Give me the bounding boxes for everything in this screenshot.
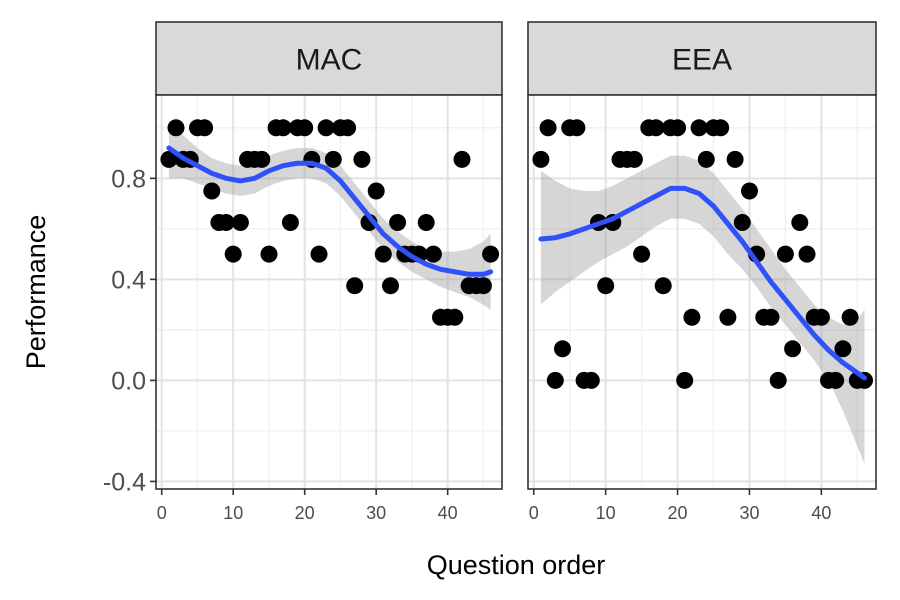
y-tick-label: 0.4 <box>111 266 146 294</box>
data-point <box>446 308 464 326</box>
x-tick-label: 10 <box>596 503 616 523</box>
facet-strip <box>155 21 503 96</box>
y-tick-label: 0.8 <box>111 165 146 193</box>
data-point <box>532 150 550 168</box>
data-point <box>733 214 751 231</box>
data-point <box>647 119 665 137</box>
panel-mac: MAC 0 10 20 30 40 <box>155 21 503 523</box>
data-point <box>597 277 615 295</box>
x-tick-label: 0 <box>157 503 167 523</box>
x-tick-label: 20 <box>295 503 315 523</box>
data-point <box>424 245 442 263</box>
data-point <box>374 245 392 263</box>
data-point <box>324 150 342 168</box>
data-point <box>296 119 314 137</box>
data-point <box>791 214 809 231</box>
y-tick-label: 0.0 <box>111 367 146 395</box>
data-point <box>217 214 235 231</box>
data-point <box>762 308 780 326</box>
x-tick-label: 20 <box>668 503 688 523</box>
data-point <box>453 150 471 168</box>
facet-strip-label: EEA <box>672 44 732 77</box>
data-point <box>417 214 435 231</box>
data-point <box>712 119 730 137</box>
confidence-ribbon <box>540 155 865 464</box>
data-point <box>690 119 708 137</box>
data-point <box>719 308 737 326</box>
data-point <box>741 182 758 200</box>
x-tick-label: 0 <box>529 503 539 523</box>
smooth-trend-line <box>538 185 867 381</box>
data-point <box>697 150 715 168</box>
data-point <box>346 277 364 295</box>
data-point <box>389 214 407 231</box>
data-point <box>203 182 221 200</box>
panel-eea: EEA 0 10 20 30 40 <box>527 21 877 523</box>
data-point <box>339 119 357 137</box>
data-point <box>367 182 385 200</box>
x-tick-label: 40 <box>811 503 831 523</box>
data-point <box>482 245 500 263</box>
data-point <box>654 277 672 295</box>
data-point <box>231 214 249 231</box>
y-axis-title: Performance <box>21 215 51 370</box>
x-tick-label: 30 <box>366 503 386 523</box>
smooth-trend-line <box>166 145 494 277</box>
data-point <box>582 371 600 389</box>
data-point <box>167 119 185 137</box>
data-point <box>317 119 335 137</box>
data-point <box>776 245 794 263</box>
facet-strip <box>527 21 877 96</box>
data-point <box>539 119 557 137</box>
data-point <box>568 119 586 137</box>
data-point <box>784 340 802 358</box>
data-point <box>726 150 744 168</box>
x-tick-label: 40 <box>438 503 458 523</box>
x-tick-label: 10 <box>223 503 243 523</box>
data-point <box>669 119 687 137</box>
data-point <box>353 150 371 168</box>
panel-border <box>155 94 503 490</box>
data-point <box>253 150 271 168</box>
data-point <box>554 340 571 358</box>
data-point <box>281 214 299 231</box>
data-point <box>633 245 651 263</box>
data-point <box>798 245 816 263</box>
x-tick-label: 30 <box>739 503 759 523</box>
data-point <box>546 371 564 389</box>
data-point <box>834 340 852 358</box>
data-point <box>812 308 830 326</box>
panel-border <box>527 94 877 490</box>
data-point <box>160 150 178 168</box>
data-point <box>827 371 845 389</box>
data-point <box>196 119 214 137</box>
data-point <box>683 308 701 326</box>
data-point <box>676 371 694 389</box>
y-tick-label: -0.4 <box>103 468 146 496</box>
x-axis-title: Question order <box>427 550 606 580</box>
data-point <box>310 245 328 263</box>
data-point <box>841 308 859 326</box>
data-point <box>274 119 292 137</box>
data-point <box>625 150 643 168</box>
data-point <box>474 277 492 295</box>
data-point <box>224 245 242 263</box>
data-point <box>260 245 278 263</box>
data-point <box>382 277 399 295</box>
data-point <box>769 371 787 389</box>
facet-strip-label: MAC <box>296 44 363 77</box>
